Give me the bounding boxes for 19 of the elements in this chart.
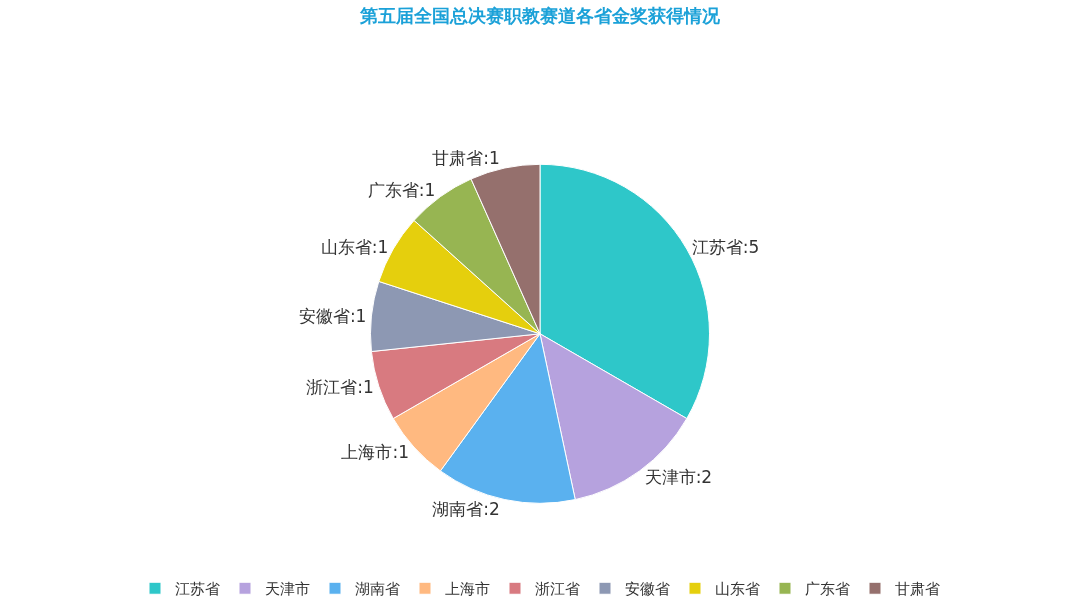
legend-label: 山东省: [715, 580, 760, 599]
data-label: 甘肃省:1: [432, 148, 500, 169]
data-label: 天津市:2: [644, 467, 713, 488]
legend-label: 甘肃省: [895, 580, 940, 599]
data-label: 广东省:1: [367, 180, 436, 201]
data-label: 湖南省:2: [432, 499, 500, 520]
legend-label: 上海市: [445, 580, 490, 599]
data-label: 安徽省:1: [298, 305, 367, 326]
chart-title: 第五届全国总决赛职教赛道各省金奖获得情况: [359, 4, 721, 26]
data-label: 山东省:1: [320, 236, 389, 257]
data-label: 浙江省:1: [306, 377, 374, 398]
legend-label: 浙江省: [535, 580, 580, 599]
data-label: 上海市:1: [341, 441, 410, 462]
legend-label: 安徽省: [625, 580, 670, 599]
legend-label: 广东省: [805, 580, 850, 599]
data-label: 江苏省:5: [691, 236, 760, 257]
legend-label: 湖南省: [355, 580, 400, 599]
legend-label: 江苏省: [175, 580, 220, 599]
legend-label: 天津市: [265, 580, 310, 599]
